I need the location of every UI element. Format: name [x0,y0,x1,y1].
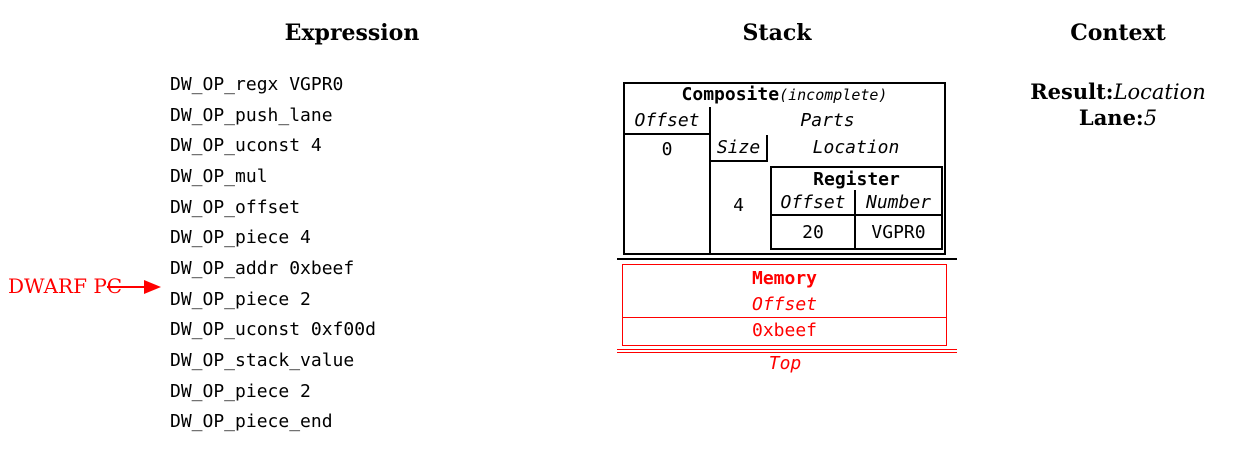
expression-line: DW_OP_uconst 4 [170,135,322,157]
stack-entry-separator-line [617,258,957,260]
size-location-divider [766,135,768,162]
composite-offset-value: 0 [661,138,673,160]
register-number-value: VGPR0 [871,221,926,243]
context-lane-line: Lane:5 [1018,105,1218,131]
composite-incomplete-qualifier: (incomplete) [779,86,888,104]
register-columns-divider [854,190,856,248]
stack-top-label: Top [768,352,802,374]
register-offset-header: Offset [772,190,854,216]
stack-entry-composite-table: Composite (incomplete) Offset 0 Parts Siz… [623,82,946,255]
memory-offset-value: 0xbeef [623,317,946,343]
part-location-header: Location [812,137,900,158]
lane-value: 5 [1143,106,1158,130]
expression-line: DW_OP_push_lane [170,104,333,126]
expression-line-current-pc: DW_OP_piece 2 [170,288,311,310]
stack-top-double-line [617,349,957,353]
expression-line: DW_OP_offset [170,196,301,218]
lane-label: Lane: [1078,105,1144,130]
part-size-header: Size [711,135,766,162]
expression-line: DW_OP_piece_end [170,411,333,433]
memory-offset-header: Offset [751,293,818,315]
expression-line: DW_OP_uconst 0xf00d [170,319,376,341]
composite-offset-header: Offset [625,107,709,135]
offset-parts-divider [709,107,711,253]
part-size-value: 4 [733,194,744,216]
composite-title-row: Composite (incomplete) [625,84,944,107]
dwarf-pc-arrow-icon [144,280,161,294]
expression-column-title: Expression [284,20,420,46]
context-panel: Result:Location Lane:5 [1018,79,1218,131]
expression-line: DW_OP_regx VGPR0 [170,74,344,95]
result-label: Result: [1030,79,1114,104]
composite-title: Composite [681,84,780,105]
memory-title: Memory [751,267,818,289]
expression-line: DW_OP_piece 2 [170,380,311,402]
dwarf-pc-label: DWARF PC [8,274,123,298]
context-result-line: Result:Location [1018,79,1218,105]
stack-column-title: Stack [742,20,812,46]
stack-entry-memory-box: Memory Offset 0xbeef [622,264,947,346]
expression-op-list: DW_OP_regx VGPR0 DW_OP_push_lane DW_OP_u… [170,70,376,438]
dwarf-pc-arrow-line [107,286,144,288]
expression-line: DW_OP_stack_value [170,349,355,371]
expression-line: DW_OP_addr 0xbeef [170,257,355,279]
location-register-table: Register Offset Number 20 VGPR0 [770,166,943,250]
expression-line: DW_OP_mul [170,165,268,187]
result-value: Location [1113,80,1206,104]
register-title: Register [813,168,900,190]
context-column-title: Context [1070,20,1166,46]
register-number-header: Number [856,190,941,216]
composite-parts-header: Parts [800,109,855,131]
register-offset-value: 20 [802,221,824,243]
expression-line: DW_OP_piece 4 [170,227,311,249]
